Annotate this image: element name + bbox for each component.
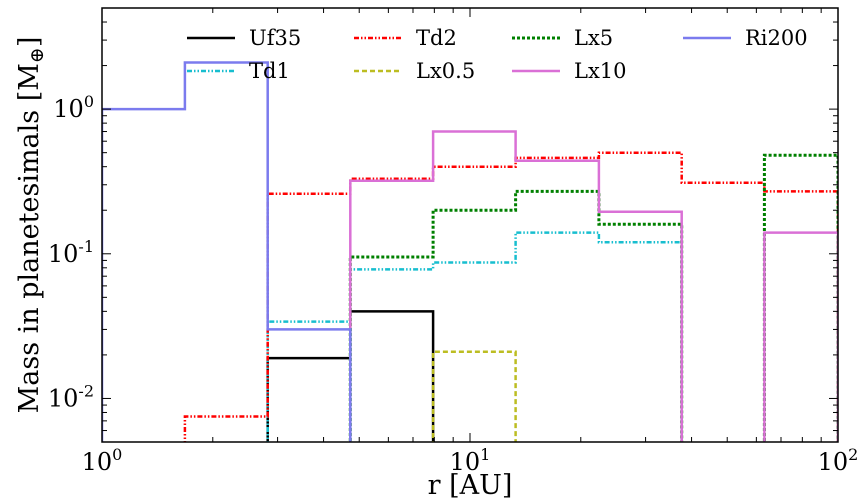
x-axis-label: r [AU] bbox=[428, 470, 513, 501]
legend-label: Ri200 bbox=[745, 26, 808, 50]
legend-entry-ri200: Ri200 bbox=[683, 26, 808, 50]
y-tick-label: 10-1 bbox=[48, 237, 94, 268]
y-axis-label-close: ] bbox=[14, 37, 45, 48]
legend-label: Uf35 bbox=[249, 26, 301, 50]
series-ri200 bbox=[102, 61, 352, 442]
legend-label: Lx5 bbox=[574, 26, 613, 50]
legend-label: Lx0.5 bbox=[416, 59, 475, 83]
x-tick-label: 100 bbox=[82, 445, 123, 476]
y-tick-label: 10-2 bbox=[48, 381, 94, 412]
legend-label: Lx10 bbox=[574, 59, 627, 83]
x-tick-label: 101 bbox=[450, 445, 491, 476]
series-td2 bbox=[183, 151, 838, 442]
y-axis-label-main: Mass in planetesimals [M bbox=[14, 63, 45, 413]
series-lx0-5 bbox=[431, 350, 517, 442]
series-lx10 bbox=[349, 130, 838, 442]
legend-entry-td1: Td1 bbox=[187, 59, 290, 83]
legend-entry-lx5: Lx5 bbox=[512, 26, 613, 50]
legend-entry-lx0-5: Lx0.5 bbox=[354, 59, 475, 83]
legend: Uf35 Td1 Td2 Lx0.5 Lx5 Lx10 Ri200 bbox=[187, 26, 808, 83]
legend-entry-td2: Td2 bbox=[354, 26, 457, 50]
series-layer bbox=[102, 61, 838, 442]
plot-area: 100 101 102 10-2 10-1 100 bbox=[48, 7, 859, 476]
x-tick-label: 102 bbox=[818, 445, 859, 476]
legend-entry-uf35: Uf35 bbox=[187, 26, 301, 50]
tick-layer: 100 101 102 10-2 10-1 100 bbox=[48, 7, 859, 476]
y-tick-label: 100 bbox=[53, 92, 94, 123]
series-td1 bbox=[266, 231, 683, 442]
legend-label: Td2 bbox=[416, 26, 457, 50]
legend-label: Td1 bbox=[249, 59, 290, 83]
legend-entry-lx10: Lx10 bbox=[512, 59, 627, 83]
y-axis-label-subscript: ⊕ bbox=[26, 47, 48, 63]
y-axis-label: Mass in planetesimals [M⊕] bbox=[14, 37, 48, 414]
